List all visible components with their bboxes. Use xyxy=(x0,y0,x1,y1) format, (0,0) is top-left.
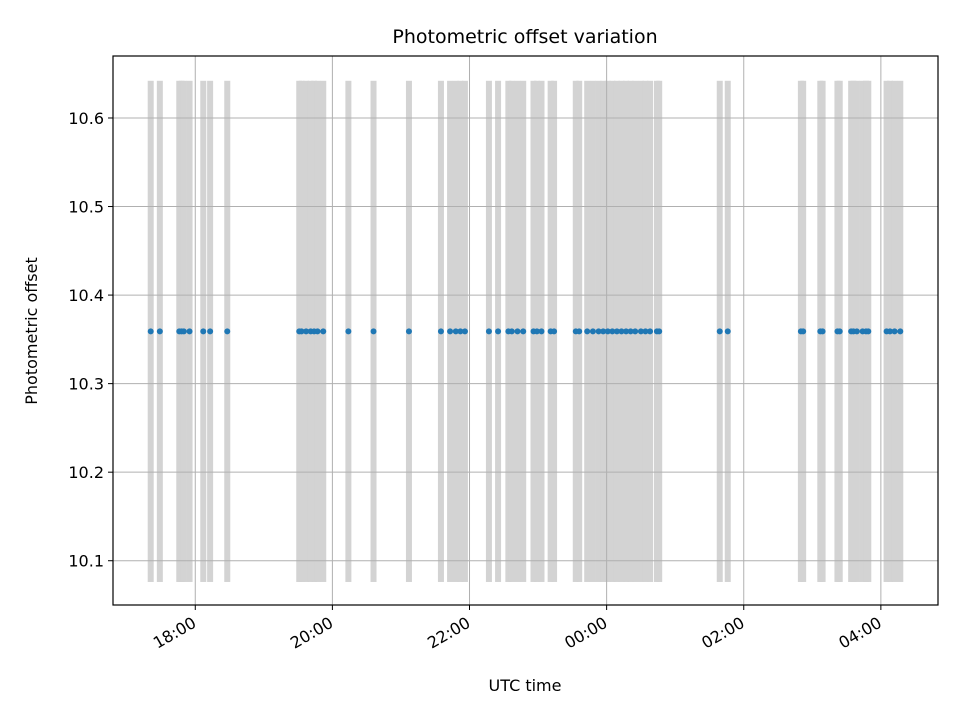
data-point xyxy=(485,328,492,335)
data-point xyxy=(613,328,620,335)
data-point xyxy=(370,328,377,335)
data-point xyxy=(609,328,616,335)
data-point xyxy=(551,328,558,335)
data-point xyxy=(314,328,321,335)
y-tick-label: 10.2 xyxy=(68,463,104,482)
data-point xyxy=(897,328,904,335)
data-point xyxy=(180,328,187,335)
y-tick-label: 10.4 xyxy=(68,286,104,305)
y-tick-label: 10.6 xyxy=(68,109,104,128)
grid xyxy=(113,56,938,605)
data-point xyxy=(508,328,515,335)
data-point xyxy=(632,328,639,335)
data-point xyxy=(800,328,807,335)
data-point xyxy=(627,328,634,335)
data-point xyxy=(716,328,723,335)
data-point xyxy=(298,328,305,335)
data-point xyxy=(186,328,193,335)
data-point xyxy=(447,328,454,335)
data-point xyxy=(345,328,352,335)
data-point xyxy=(520,328,527,335)
data-point xyxy=(642,328,649,335)
y-axis-label: Photometric offset xyxy=(22,257,41,405)
data-point xyxy=(538,328,545,335)
data-point xyxy=(147,328,154,335)
data-point xyxy=(819,328,826,335)
data-point xyxy=(891,328,898,335)
data-point xyxy=(656,328,663,335)
x-axis-label: UTC time xyxy=(489,676,562,695)
data-point xyxy=(887,328,894,335)
data-point xyxy=(618,328,625,335)
y-ticks: 10.1 10.2 10.3 10.4 10.5 10.6 xyxy=(68,109,113,571)
data-point xyxy=(853,328,860,335)
y-tick-label: 10.1 xyxy=(68,552,104,571)
data-point xyxy=(595,328,602,335)
data-point xyxy=(200,328,207,335)
data-point xyxy=(452,328,459,335)
data-point xyxy=(637,328,644,335)
data-point xyxy=(320,328,327,335)
data-point xyxy=(156,328,163,335)
data-point xyxy=(865,328,872,335)
data-point xyxy=(405,328,412,335)
data-point xyxy=(604,328,611,335)
points xyxy=(147,328,904,335)
y-tick-label: 10.3 xyxy=(68,375,104,394)
data-point xyxy=(514,328,521,335)
plot-frame xyxy=(112,55,939,606)
data-point xyxy=(461,328,468,335)
chart-title: Photometric offset variation xyxy=(392,26,657,48)
data-point xyxy=(600,328,607,335)
data-point xyxy=(576,328,583,335)
y-tick-label: 10.5 xyxy=(68,198,104,217)
data-point xyxy=(836,328,843,335)
data-point xyxy=(207,328,214,335)
data-point xyxy=(589,328,596,335)
data-point xyxy=(584,328,591,335)
data-point xyxy=(303,328,310,335)
data-point xyxy=(647,328,654,335)
data-point xyxy=(623,328,630,335)
data-point xyxy=(224,328,231,335)
data-point xyxy=(437,328,444,335)
data-point xyxy=(533,328,540,335)
data-point xyxy=(457,328,464,335)
data-point xyxy=(495,328,502,335)
data-point xyxy=(724,328,731,335)
